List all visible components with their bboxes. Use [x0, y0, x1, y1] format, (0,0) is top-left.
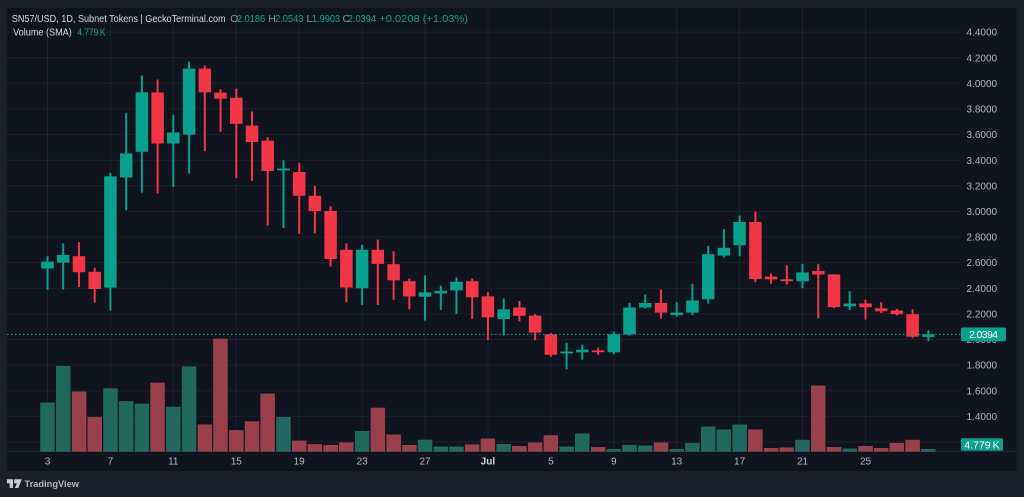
svg-text:2.0394: 2.0394 — [348, 13, 376, 25]
svg-text:11: 11 — [168, 456, 179, 467]
svg-text:4.0000: 4.0000 — [967, 79, 998, 90]
svg-text:4.4000: 4.4000 — [967, 28, 998, 39]
svg-text:27: 27 — [419, 456, 431, 467]
svg-text:19: 19 — [294, 456, 306, 467]
svg-text:2.0543: 2.0543 — [275, 13, 303, 25]
svg-text:2.0394: 2.0394 — [969, 329, 998, 341]
svg-text:3.4000: 3.4000 — [967, 156, 998, 167]
svg-text:H: H — [268, 13, 276, 25]
svg-text:2.2000: 2.2000 — [967, 310, 998, 321]
svg-text:1.8000: 1.8000 — [967, 361, 998, 372]
svg-text:L: L — [307, 13, 313, 25]
svg-text:O: O — [230, 13, 238, 25]
svg-text:2.8000: 2.8000 — [967, 233, 998, 244]
svg-text:3: 3 — [45, 456, 51, 467]
svg-text:3.6000: 3.6000 — [967, 130, 998, 141]
svg-text:9: 9 — [611, 456, 617, 467]
svg-text:25: 25 — [860, 456, 872, 467]
svg-text:4.779 K: 4.779 K — [964, 439, 999, 451]
svg-text:2.4000: 2.4000 — [967, 284, 998, 295]
svg-text:3.2000: 3.2000 — [967, 181, 998, 192]
svg-text:5: 5 — [548, 456, 554, 467]
svg-text:23: 23 — [357, 456, 369, 467]
svg-text:1.4000: 1.4000 — [967, 412, 998, 423]
svg-text:21: 21 — [797, 456, 809, 467]
svg-text:TradingView: TradingView — [25, 479, 81, 489]
svg-text:4.779 K: 4.779 K — [77, 26, 105, 38]
svg-text:Volume (SMA): Volume (SMA) — [13, 26, 72, 38]
svg-text:4.2000: 4.2000 — [967, 53, 998, 64]
svg-text:3.8000: 3.8000 — [967, 105, 998, 116]
svg-text:2.6000: 2.6000 — [967, 258, 998, 269]
svg-text:Jul: Jul — [481, 456, 496, 467]
svg-text:+0.0208 (+1.03%): +0.0208 (+1.03%) — [379, 13, 468, 25]
svg-text:2.0186: 2.0186 — [237, 13, 265, 25]
svg-text:SN57/USD, 1D, Subnet Tokens |: SN57/USD, 1D, Subnet Tokens | GeckoTermi… — [12, 13, 226, 25]
svg-text:3.0000: 3.0000 — [967, 207, 998, 218]
svg-text:17: 17 — [734, 456, 746, 467]
svg-text:C: C — [343, 13, 351, 25]
svg-text:13: 13 — [671, 456, 683, 467]
svg-text:1.9903: 1.9903 — [312, 13, 340, 25]
svg-text:7: 7 — [108, 456, 114, 467]
svg-text:1.6000: 1.6000 — [967, 386, 998, 397]
svg-text:15: 15 — [231, 456, 243, 467]
